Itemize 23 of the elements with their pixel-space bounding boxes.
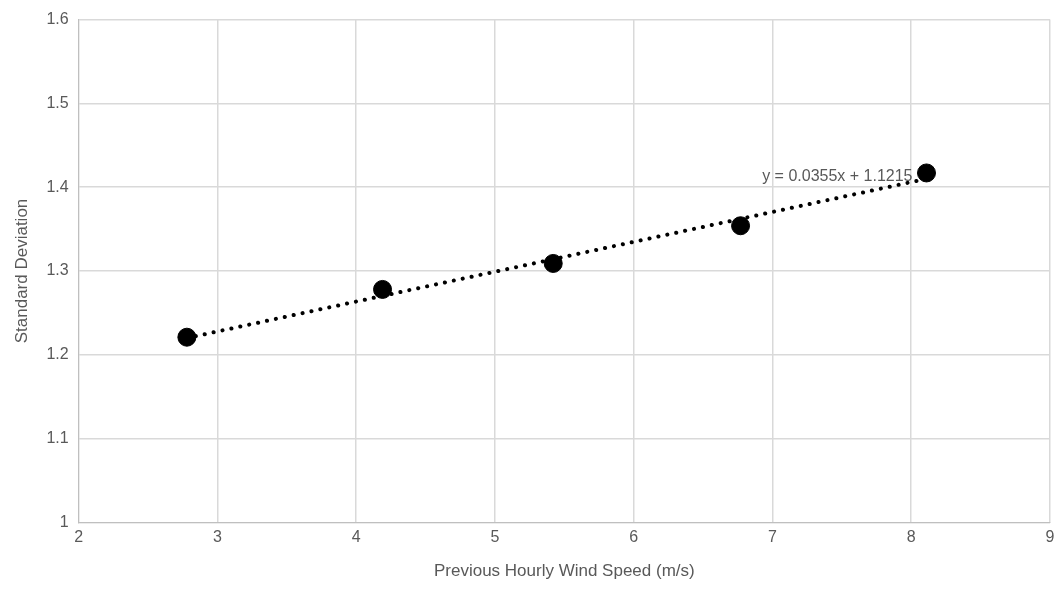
point: [543, 253, 563, 273]
y-tick-label: 1: [59, 512, 69, 530]
point: [177, 327, 197, 347]
x-axis-title: Previous Hourly Wind Speed (m/s): [433, 561, 695, 581]
x-tick-label: 2: [74, 528, 84, 546]
y-tick-label: 1.6: [46, 10, 69, 28]
y-tick-label: 1.1: [46, 429, 69, 447]
x-tick-label: 4: [351, 528, 361, 546]
y-tick-label: 1.3: [46, 261, 69, 279]
y-axis-title: Standard Deviation: [11, 198, 31, 344]
x-tick-label: 6: [629, 528, 639, 546]
x-tick-label: 9: [1045, 528, 1055, 546]
x-tick-label: 7: [768, 528, 778, 546]
y-tick-label: 1.5: [46, 93, 69, 111]
x-tick-label: 5: [490, 528, 500, 546]
annotation: y = 0.0355x + 1.1215: [762, 166, 913, 184]
point: [373, 279, 393, 299]
point: [917, 163, 936, 183]
x-tick-label: 8: [906, 528, 916, 546]
point: [731, 216, 751, 236]
y-tick-label: 1.2: [46, 345, 69, 363]
x-tick-label: 3: [212, 528, 222, 546]
y-tick-label: 1.4: [46, 177, 69, 195]
